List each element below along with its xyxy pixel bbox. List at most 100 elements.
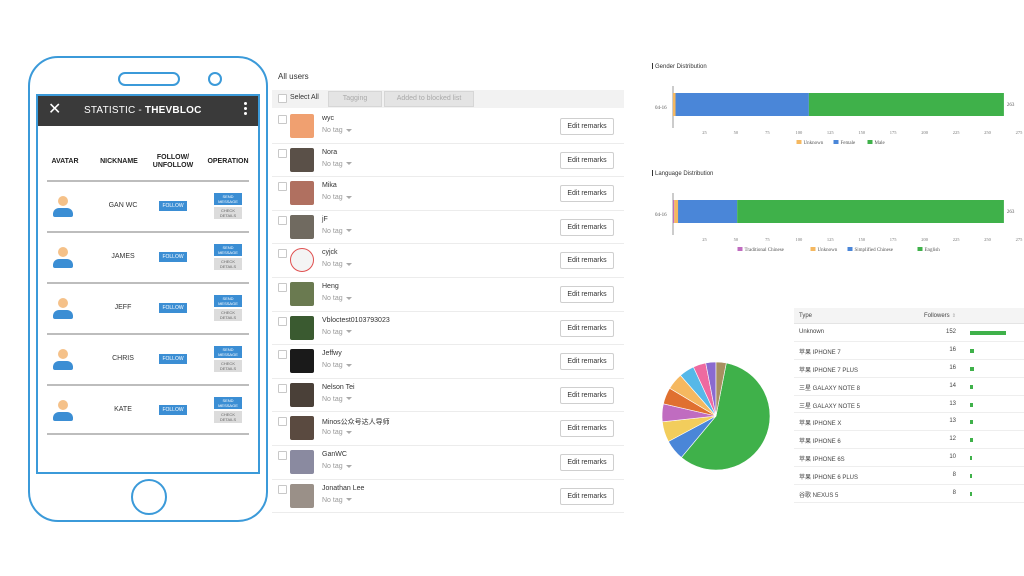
row-checkbox[interactable]: [278, 115, 287, 124]
edit-remarks-button[interactable]: Edit remarks: [560, 319, 614, 337]
edit-remarks-button[interactable]: Edit remarks: [560, 386, 614, 404]
row-checkbox[interactable]: [278, 316, 287, 326]
edit-remarks-button[interactable]: Edit remarks: [560, 487, 614, 505]
gender-chart: 04-16 263 25 50 75 100 125 150 175 200 225 250 275 Un…: [655, 86, 1023, 146]
tag-dropdown[interactable]: No tag: [322, 497, 352, 504]
send-message-button[interactable]: SEND MESSAGE: [214, 295, 242, 307]
tick-label: 250: [984, 237, 992, 242]
row-checkbox[interactable]: [278, 148, 287, 158]
follow-button[interactable]: FOLLOW: [159, 405, 187, 415]
device-type: 苹果 IPHONE 7: [799, 349, 841, 356]
edit-remarks-button[interactable]: Edit remarks: [560, 353, 614, 371]
tick-label: 100: [795, 130, 803, 135]
legend-label: Simplified Chinese: [855, 248, 894, 253]
tag-dropdown[interactable]: No tag: [322, 161, 352, 168]
block-button[interactable]: Added to blocked list: [384, 91, 474, 107]
follow-button[interactable]: FOLLOW: [159, 303, 187, 313]
edit-remarks-button[interactable]: Edit remarks: [560, 453, 614, 471]
legend-swatch: [867, 140, 873, 144]
user-list-panel: All users Select All Tagging Added to bl…: [272, 64, 624, 514]
tick-label: 250: [984, 130, 992, 135]
tick-label: 150: [858, 130, 866, 135]
send-message-button[interactable]: SEND MESSAGE: [214, 244, 242, 256]
follower-row: JEFF FOLLOW SEND MESSAGE CHECK DETAILS: [47, 282, 249, 333]
tag-dropdown[interactable]: No tag: [322, 329, 352, 336]
row-checkbox[interactable]: [278, 350, 287, 360]
device-type: 三星 GALAXY NOTE 5: [799, 403, 860, 410]
tag-dropdown[interactable]: No tag: [322, 396, 352, 403]
tag-dropdown[interactable]: No tag: [322, 295, 352, 302]
check-details-button[interactable]: CHECK DETAILS: [214, 360, 242, 372]
follower-row: GAN WC FOLLOW SEND MESSAGE CHECK DETAILS: [47, 180, 249, 231]
tick-label: 200: [921, 237, 929, 242]
user-row: Heng No tag Edit remarks: [272, 278, 624, 312]
row-checkbox[interactable]: [278, 417, 287, 427]
follow-button[interactable]: FOLLOW: [159, 201, 187, 211]
tag-dropdown[interactable]: No tag: [322, 127, 352, 134]
nickname: JEFF: [114, 304, 132, 311]
row-checkbox[interactable]: [278, 249, 287, 259]
row-checkbox[interactable]: [278, 215, 287, 225]
tick-label: 25: [702, 130, 707, 135]
edit-remarks-button[interactable]: Edit remarks: [560, 420, 614, 438]
tag-dropdown[interactable]: No tag: [322, 429, 352, 436]
row-checkbox[interactable]: [278, 383, 287, 393]
user-row: Mika No tag Edit remarks: [272, 177, 624, 211]
nickname: CHRIS: [112, 355, 134, 362]
tag-dropdown[interactable]: No tag: [322, 463, 352, 470]
check-details-button[interactable]: CHECK DETAILS: [214, 207, 242, 219]
user-list-toolbar: Select All Tagging Added to blocked list: [272, 90, 624, 108]
legend-swatch: [833, 140, 839, 144]
tick-label: 125: [827, 130, 835, 135]
select-all-checkbox[interactable]: [278, 94, 287, 103]
user-avatar: [290, 315, 314, 340]
edit-remarks-button[interactable]: Edit remarks: [560, 218, 614, 236]
user-name: Nelson Tei: [322, 383, 355, 391]
tag-dropdown[interactable]: No tag: [322, 261, 352, 268]
edit-remarks-button[interactable]: Edit remarks: [560, 252, 614, 270]
send-message-button[interactable]: SEND MESSAGE: [214, 397, 242, 409]
row-checkbox[interactable]: [278, 484, 287, 494]
legend-label: Female: [841, 141, 856, 146]
check-details-button[interactable]: CHECK DETAILS: [214, 258, 242, 270]
device-type: Unknown: [799, 329, 825, 335]
select-all-label[interactable]: Select All: [290, 94, 319, 101]
edit-remarks-button[interactable]: Edit remarks: [560, 185, 614, 203]
row-checkbox[interactable]: [278, 182, 287, 192]
user-name: Minos公众号达人导师: [322, 419, 390, 427]
user-row: jF No tag Edit remarks: [272, 211, 624, 245]
follow-button[interactable]: FOLLOW: [159, 354, 187, 364]
edit-remarks-button[interactable]: Edit remarks: [560, 285, 614, 303]
tagging-button[interactable]: Tagging: [328, 91, 382, 107]
tag-dropdown[interactable]: No tag: [322, 362, 352, 369]
phone-home-button: [131, 479, 167, 515]
send-message-button[interactable]: SEND MESSAGE: [214, 346, 242, 358]
send-message-button[interactable]: SEND MESSAGE: [214, 193, 242, 205]
follow-button[interactable]: FOLLOW: [159, 252, 187, 262]
follower-bar: [970, 384, 973, 389]
row-checkbox[interactable]: [278, 450, 287, 460]
follower-row: CHRIS FOLLOW SEND MESSAGE CHECK DETAILS: [47, 333, 249, 384]
more-menu-icon[interactable]: [244, 102, 248, 117]
edit-remarks-button[interactable]: Edit remarks: [560, 151, 614, 169]
sort-icon[interactable]: ⇕: [951, 313, 956, 319]
nickname: JAMES: [111, 253, 135, 260]
caret-down-icon: [345, 263, 352, 267]
device-type: 苹果 IPHONE 7 PLUS: [799, 367, 859, 374]
follower-row: KATE FOLLOW SEND MESSAGE CHECK DETAILS: [47, 384, 249, 435]
close-icon[interactable]: ✕: [48, 101, 62, 118]
check-details-button[interactable]: CHECK DETAILS: [214, 411, 242, 423]
user-row: Nora No tag Edit remarks: [272, 144, 624, 178]
edit-remarks-button[interactable]: Edit remarks: [560, 118, 614, 135]
followers-header[interactable]: Followers ⇕: [924, 313, 956, 319]
row-checkbox[interactable]: [278, 282, 287, 292]
tick-label: 50: [734, 237, 739, 242]
check-details-button[interactable]: CHECK DETAILS: [214, 309, 242, 321]
tag-dropdown[interactable]: No tag: [322, 228, 352, 235]
device-type: 苹果 IPHONE 6 PLUS: [799, 475, 859, 482]
tag-dropdown[interactable]: No tag: [322, 194, 352, 201]
user-avatar: [290, 416, 314, 441]
legend-label: Male: [875, 141, 886, 146]
pie-slice: [715, 361, 727, 417]
device-row: 三星 GALAXY NOTE 5 13: [794, 396, 1024, 414]
